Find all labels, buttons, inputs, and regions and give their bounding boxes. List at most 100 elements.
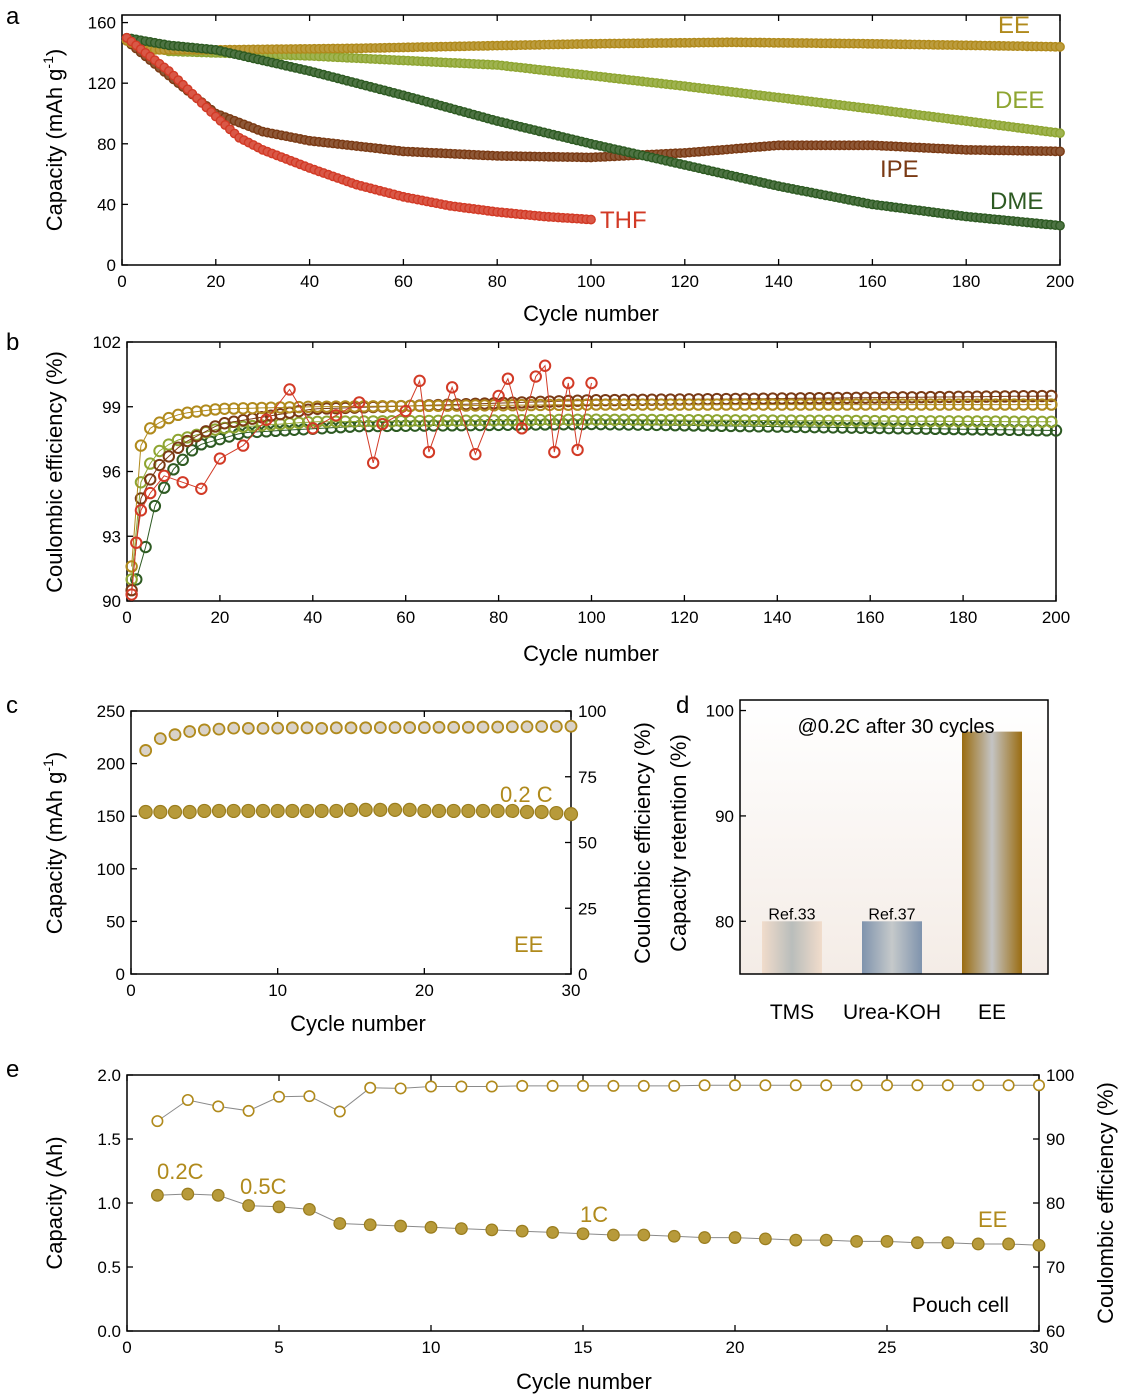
- panel-b-point-dee: [524, 413, 538, 427]
- panel-a-ytick-label-left-3: 120: [88, 74, 116, 93]
- panel-e-ytick-label-left-4: 2.0: [97, 1066, 121, 1085]
- panel-c-efficiency-point: [461, 720, 475, 734]
- panel-c-efficiency-point: [139, 744, 153, 757]
- panel-b-point-ee: [766, 398, 779, 411]
- panel-b-point-dee: [896, 414, 909, 428]
- panel-b-point-dee: [747, 414, 761, 427]
- panel-c-efficiency-point: [564, 719, 578, 733]
- panel-b-point-dme: [157, 481, 171, 494]
- panel-b-line-dme: [135, 423, 1057, 580]
- panel-b-point-dee: [608, 413, 621, 427]
- panel-label-b: b: [6, 329, 19, 356]
- panel-b-point-dee: [1007, 415, 1021, 428]
- panel-a-point-ee: [1055, 41, 1065, 52]
- panel-c-xtick-label-30: 30: [562, 981, 581, 1000]
- panel-d-ytick-label-left-1: 90: [715, 807, 734, 826]
- panel-b-point-dee: [552, 413, 566, 427]
- panel-c-efficiency-point: [344, 721, 358, 735]
- panel-b-point-dee: [877, 414, 891, 428]
- panel-b-point-ee: [469, 399, 482, 412]
- panel-b-point-dee: [627, 413, 640, 427]
- panel-b-point-dee: [729, 414, 742, 427]
- panel-e-efficiency-point: [668, 1079, 681, 1092]
- panel-label-a: a: [6, 3, 20, 30]
- panel-b-point-dee: [441, 414, 454, 428]
- panel-b-point-ipe: [859, 391, 872, 404]
- panel-b-point-dee: [785, 414, 798, 427]
- panel-d-bar-label-urea-koh: Ref.37: [868, 906, 915, 923]
- panel-b-point-dee: [692, 413, 705, 427]
- panel-e-xtick-label-20: 20: [726, 1338, 745, 1357]
- panel-b-point-ee: [432, 399, 445, 412]
- panel-e-capacity-point: [880, 1234, 894, 1248]
- panel-c-ytick-label-left-1: 50: [106, 912, 125, 931]
- panel-c-efficiency-point: [271, 721, 285, 735]
- panel-b-point-dee: [738, 414, 751, 427]
- panel-b-point-ee: [1026, 398, 1039, 411]
- panel-d-bar-label-tms: Ref.33: [768, 906, 815, 923]
- panel-b-point-ipe: [766, 392, 779, 405]
- panel-b-point-ee: [236, 402, 250, 415]
- panel-c-xtick-label-10: 10: [268, 981, 287, 1000]
- panel-b-point-ee: [812, 398, 826, 411]
- panel-b-point-thf: [515, 422, 529, 435]
- panel-c-ytick-label-left-3: 150: [97, 807, 125, 826]
- panel-c-capacity-point: [387, 802, 403, 817]
- panel-c-efficiency-point: [256, 721, 270, 735]
- panel-e-capacity-point: [181, 1187, 195, 1201]
- panel-b-point-ee: [580, 398, 594, 411]
- panel-b-point-dee: [850, 414, 863, 428]
- panel-b-xtick-label-60: 60: [396, 608, 415, 627]
- panel-b-point-ee: [246, 401, 259, 415]
- panel-e-ytick-label-right-4: 100: [1046, 1066, 1074, 1085]
- panel-b-point-ipe: [1017, 390, 1030, 403]
- panel-b-point-ee: [515, 398, 529, 412]
- panel-b-point-dee: [404, 414, 417, 428]
- panel-b-point-ee: [775, 398, 789, 411]
- panel-c-xtick-label-0: 0: [126, 981, 135, 1000]
- panel-b-point-dee: [292, 416, 306, 430]
- panel-b-point-dee: [673, 413, 686, 427]
- panel-c-capacity-point: [490, 803, 505, 819]
- panel-b-point-dme: [176, 453, 189, 467]
- panel-c-capacity-point: [461, 803, 476, 819]
- panel-b-point-ipe: [794, 392, 807, 405]
- panel-b-point-ee: [478, 399, 491, 412]
- panel-d-ytick-label-left-2: 100: [706, 702, 734, 721]
- panel-e-capacity-point: [363, 1218, 377, 1232]
- panel-e-capacity-point: [759, 1232, 772, 1246]
- panel-b-point-ipe: [738, 392, 751, 406]
- panel-b-point-ee: [645, 398, 659, 411]
- panel-b-point-ee: [506, 399, 519, 412]
- panel-e-ylabel-left: Capacity (Ah): [42, 1136, 67, 1269]
- panel-e-ytick-label-left-1: 0.5: [97, 1258, 121, 1277]
- panel-b-point-ee: [413, 399, 426, 413]
- panel-d-chart: Ref.33 TMS Ref.37 Urea-KOH EE 80 90 100 @0.2C …: [666, 699, 1049, 1024]
- panel-b-point-thf: [529, 370, 542, 383]
- panel-a-point-ipe: [1055, 146, 1065, 157]
- panel-b-point-dee: [497, 414, 510, 427]
- panel-b-point-ee: [218, 402, 231, 416]
- panel-b-point-ee: [822, 398, 835, 411]
- panel-b-point-ee: [209, 403, 222, 416]
- panel-b-point-dee: [599, 413, 612, 426]
- panel-e-efficiency-point: [972, 1079, 985, 1092]
- panel-b-point-ee: [868, 398, 882, 411]
- panel-d-bar-ee: [962, 731, 1022, 974]
- panel-c-capacity-point: [138, 804, 153, 820]
- panel-c-capacity-point: [563, 806, 579, 822]
- panel-b-point-dee: [534, 413, 547, 427]
- panel-b-point-ee: [785, 398, 798, 411]
- panel-b-point-thf: [157, 469, 171, 483]
- panel-b-point-dme: [130, 573, 143, 586]
- panel-b-point-dee: [478, 414, 491, 427]
- panel-b-point-thf: [548, 445, 561, 459]
- panel-b-point-ee: [654, 398, 668, 411]
- panel-a-xtick-label-140: 140: [764, 272, 792, 291]
- panel-b-point-dme: [185, 444, 199, 457]
- panel-b-point-thf: [399, 404, 412, 418]
- panel-b-point-ipe: [171, 441, 185, 454]
- panel-b-point-ee: [339, 400, 352, 413]
